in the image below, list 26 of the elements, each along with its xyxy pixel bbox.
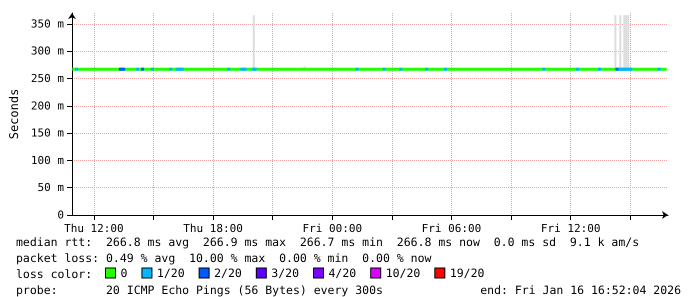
legend-title: loss color: (16, 267, 92, 281)
y-tick-label: 0 (57, 208, 64, 222)
y-tick-label: 200 m (30, 99, 64, 112)
legend-label: 2/20 (214, 266, 242, 280)
x-tick-label: Thu 18:00 (183, 222, 243, 235)
y-axis-title: Seconds (7, 88, 21, 140)
x-tick-label: Thu 12:00 (64, 222, 124, 235)
legend-label: 3/20 (271, 266, 300, 280)
y-tick-label: 350 m (30, 17, 64, 30)
x-tick-label: Fri 00:00 (302, 222, 362, 235)
y-tick-label: 50 m (38, 181, 64, 194)
x-tick-label: Fri 12:00 (540, 222, 600, 235)
legend-label: 10/20 (386, 266, 420, 280)
x-tick-label: Fri 06:00 (422, 222, 482, 235)
text: end: Fri Jan 16 16:52:04 2026 (480, 283, 682, 297)
text: probe: 20 ICMP Echo Pings (56 Bytes) every 300s (16, 283, 383, 297)
legend-label: 0 (120, 266, 128, 280)
text: median rtt: 266.8 ms avg 266.9 ms max 266.7 ms min 266.8 ms now 0.0 ms sd 9.1 k am/s (16, 235, 640, 249)
y-tick-label: 300 m (30, 44, 64, 58)
y-tick-label: 250 m (30, 72, 64, 86)
legend-label: 1/20 (156, 266, 185, 280)
y-tick-label: 100 m (30, 154, 64, 167)
legend-label: 4/20 (328, 266, 356, 280)
text: packet loss: 0.49 % avg 10.00 % max 0.00 % min 0.00 % now (16, 251, 432, 265)
legend-label: 19/20 (450, 266, 485, 280)
y-tick-label: 150 m (30, 126, 64, 140)
